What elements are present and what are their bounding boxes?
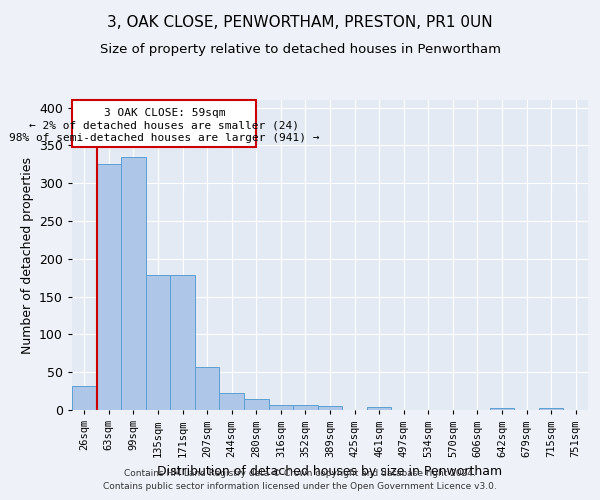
Text: ← 2% of detached houses are smaller (24): ← 2% of detached houses are smaller (24) [29,121,299,131]
Text: Contains public sector information licensed under the Open Government Licence v3: Contains public sector information licen… [103,482,497,491]
Bar [72,386,97,410]
X-axis label: Distribution of detached houses by size in Penwortham: Distribution of detached houses by size … [157,465,503,478]
Bar [97,164,121,410]
Bar [146,276,170,410]
Bar [269,406,293,410]
Text: Contains HM Land Registry data © Crown copyright and database right 2024.: Contains HM Land Registry data © Crown c… [124,468,476,477]
Bar [220,392,244,410]
Bar [490,408,514,410]
FancyBboxPatch shape [73,100,256,147]
Bar [539,408,563,410]
Text: 3, OAK CLOSE, PENWORTHAM, PRESTON, PR1 0UN: 3, OAK CLOSE, PENWORTHAM, PRESTON, PR1 0… [107,15,493,30]
Y-axis label: Number of detached properties: Number of detached properties [20,156,34,354]
Bar [293,406,318,410]
Bar [170,276,195,410]
Bar [318,406,342,410]
Bar [195,367,220,410]
Bar [367,407,391,410]
Bar [121,156,146,410]
Text: Size of property relative to detached houses in Penwortham: Size of property relative to detached ho… [100,42,500,56]
Text: 3 OAK CLOSE: 59sqm: 3 OAK CLOSE: 59sqm [104,108,225,118]
Text: 98% of semi-detached houses are larger (941) →: 98% of semi-detached houses are larger (… [9,134,320,143]
Bar [244,400,269,410]
